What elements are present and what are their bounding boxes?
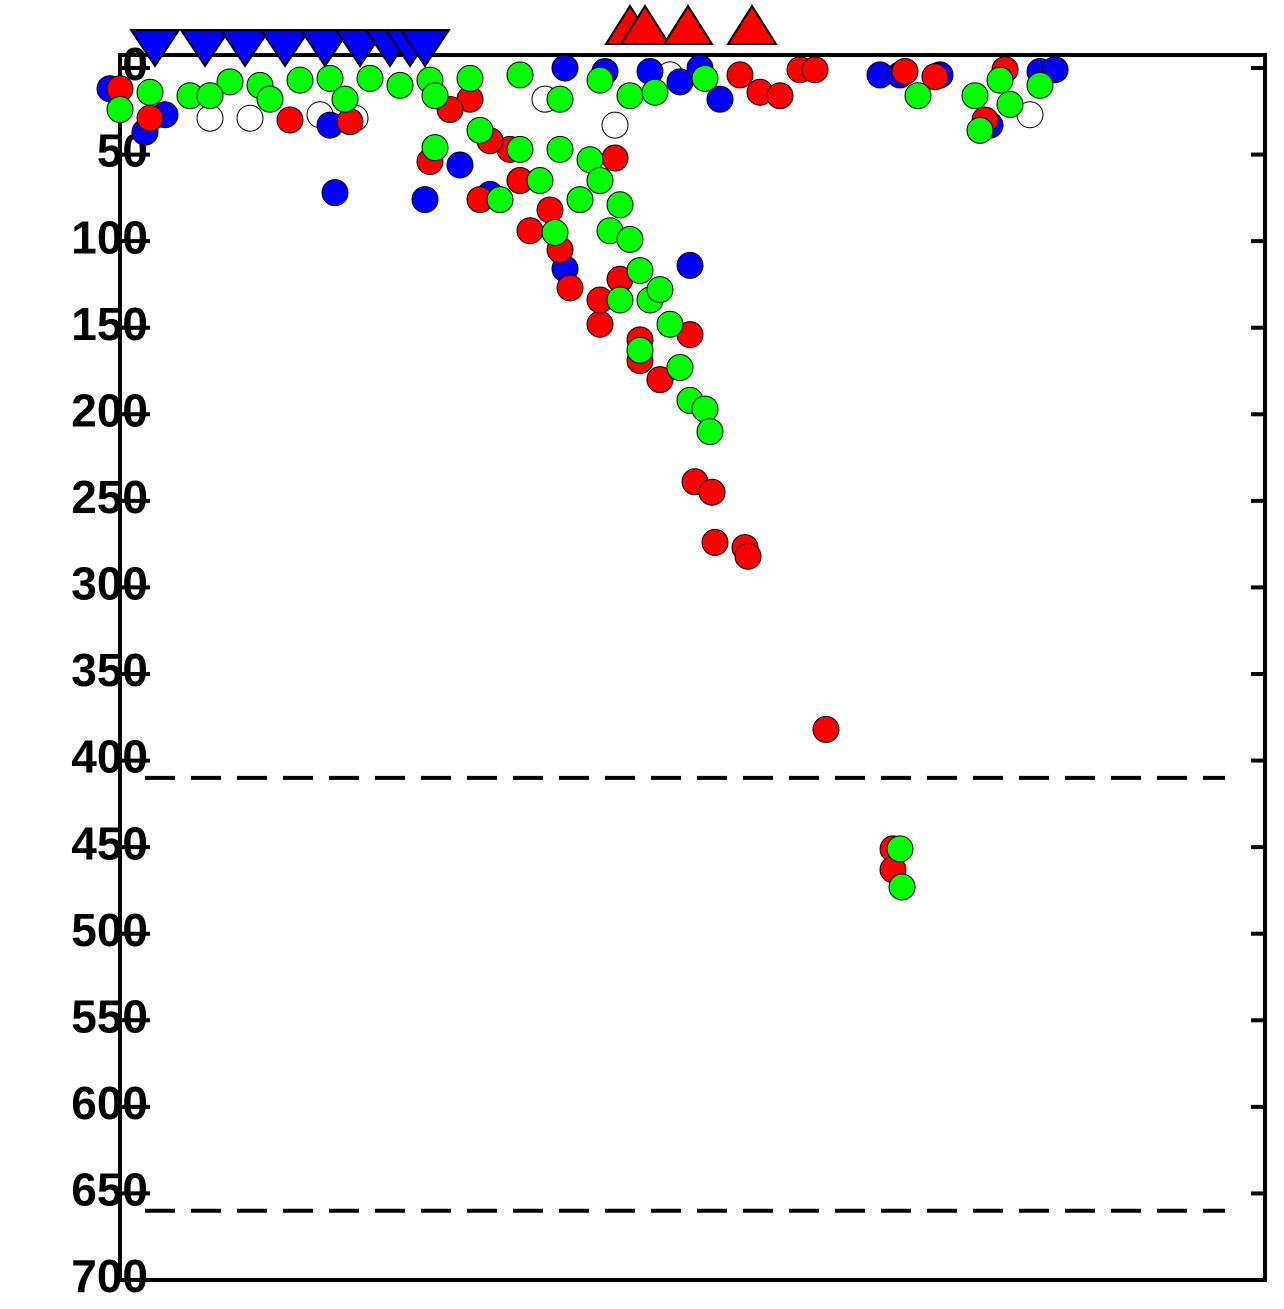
y-tick-label: 650 [71,1164,148,1216]
y-tick-label: 100 [71,211,148,263]
data-point [641,78,669,106]
data-point [891,57,919,85]
data-point [606,286,634,314]
y-tick-label: 550 [71,990,148,1042]
data-point [546,85,574,113]
data-point [446,151,474,179]
data-point [696,418,724,446]
data-point [331,85,359,113]
data-point [411,186,439,214]
y-tick-label: 150 [71,298,148,350]
y-tick-label: 300 [71,558,148,610]
data-point [646,366,674,394]
data-point [966,116,994,144]
y-tick-label: 500 [71,904,148,956]
data-point [456,64,484,92]
data-point [921,63,949,91]
triangle-marker [662,4,714,45]
triangle-marker [129,29,181,68]
y-tick-label: 350 [71,644,148,696]
data-point [626,336,654,364]
data-point [541,218,569,246]
data-point [106,96,134,124]
data-point [486,186,514,214]
y-tick-label: 600 [71,1077,148,1129]
data-point [196,82,224,110]
data-point [586,310,614,338]
data-point [986,66,1014,94]
data-point [216,68,244,96]
data-point [321,179,349,207]
data-point [996,90,1024,118]
data-point [536,196,564,224]
data-point [698,478,726,506]
data-point [766,82,794,110]
data-point [526,167,554,195]
data-point [888,873,916,901]
data-point [506,61,534,89]
data-point [961,82,989,110]
data-point [676,251,704,279]
data-point [616,225,644,253]
data-point [606,191,634,219]
data-point [734,542,762,570]
data-point [886,835,914,863]
data-point [601,144,629,172]
triangle-marker [259,29,311,68]
data-point [691,64,719,92]
data-point [626,257,654,285]
y-tick-label: 400 [71,731,148,783]
data-point [316,64,344,92]
data-point [691,395,719,423]
triangle-marker [219,29,271,68]
data-point [276,106,304,134]
triangle-marker [619,4,671,45]
data-point [706,85,734,113]
data-point [466,116,494,144]
data-point [566,186,594,214]
data-point [666,354,694,382]
data-point [386,71,414,99]
data-point [421,134,449,162]
data-point [801,56,829,84]
data-point [616,82,644,110]
data-point [236,104,264,132]
data-point [726,61,754,89]
data-point [516,217,544,245]
data-point [701,528,729,556]
data-point [646,276,674,304]
data-point [256,85,284,113]
plot-frame [118,53,1267,1282]
data-point [904,82,932,110]
y-tick-label: 200 [71,384,148,436]
data-point [656,310,684,338]
triangle-marker [179,29,231,68]
data-point [421,82,449,110]
triangle-marker [726,4,778,45]
data-point [336,108,364,136]
data-point [356,64,384,92]
data-point [136,104,164,132]
data-point [586,66,614,94]
data-point [556,274,584,302]
data-point [506,135,534,163]
triangle-marker [299,29,351,68]
y-tick-label: 450 [71,817,148,869]
y-tick-label: 700 [71,1250,148,1302]
data-point [601,111,629,139]
data-point [551,54,579,82]
data-point [586,167,614,195]
data-point [546,135,574,163]
data-point [286,66,314,94]
triangle-marker [399,29,451,68]
y-tick-label: 250 [71,471,148,523]
data-point [136,78,164,106]
data-point [1026,71,1054,99]
data-point [812,715,840,743]
